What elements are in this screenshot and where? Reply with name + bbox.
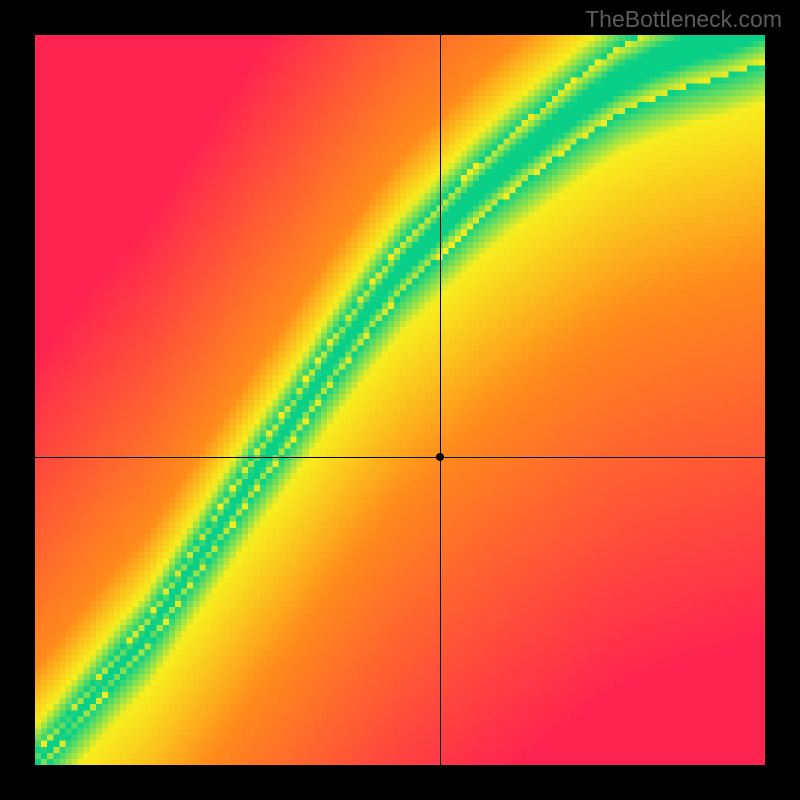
crosshair-vertical xyxy=(440,35,441,765)
heatmap-canvas xyxy=(35,35,765,765)
crosshair-horizontal xyxy=(35,457,765,458)
plot-area xyxy=(35,35,765,765)
crosshair-dot xyxy=(436,453,444,461)
watermark-text: TheBottleneck.com xyxy=(585,6,782,33)
